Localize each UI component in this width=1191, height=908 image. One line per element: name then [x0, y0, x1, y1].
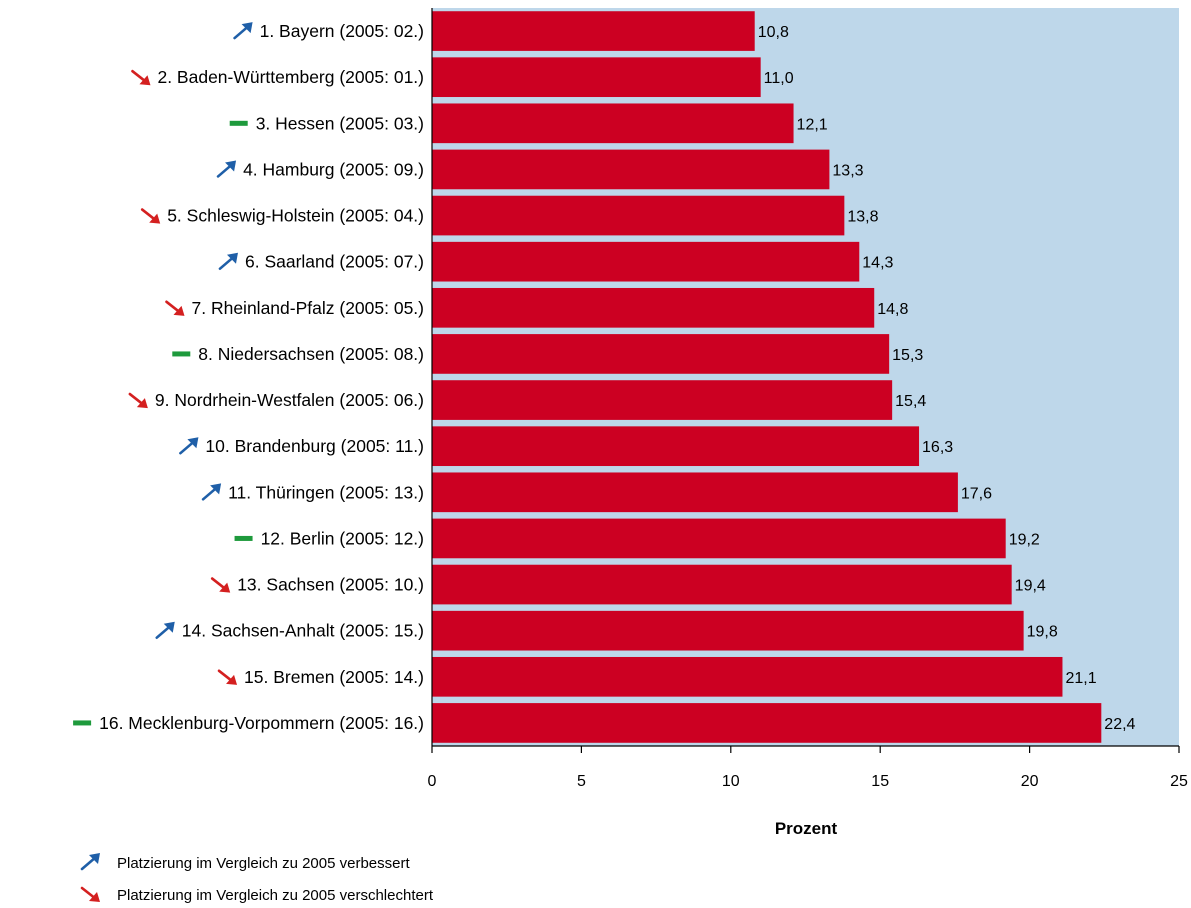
down-arrow-icon	[131, 69, 151, 86]
category-label: 5. Schleswig-Holstein (2005: 04.)	[167, 206, 424, 226]
value-label: 14,8	[877, 301, 908, 318]
category-label: 15. Bremen (2005: 14.)	[244, 667, 424, 687]
category-labels-group: 1. Bayern (2005: 02.) 2. Baden-Württember…	[99, 21, 424, 733]
value-label: 22,4	[1104, 716, 1135, 733]
bar	[432, 610, 1024, 651]
down-arrow-icon	[210, 577, 231, 593]
up-arrow-icon	[218, 252, 238, 270]
category-label: 12. Berlin (2005: 12.)	[261, 528, 424, 548]
x-ticks-group: 0 5 10 15 20 25	[428, 746, 1188, 790]
category-label: 3. Hessen (2005: 03.)	[256, 113, 424, 133]
legend-text: Platzierung im Vergleich zu 2005 verschl…	[117, 887, 434, 904]
unchanged-dash-icon	[172, 351, 191, 357]
value-labels-group: 10,8 11,0 12,1 13,3 13,8 14,3 14,8 15,3 15,4 16,3…	[758, 24, 1136, 733]
up-arrow-icon	[233, 22, 253, 40]
bar	[432, 149, 830, 190]
category-label: 13. Sachsen (2005: 10.)	[237, 575, 424, 595]
bar	[432, 57, 761, 98]
value-label: 15,3	[892, 347, 923, 364]
down-arrow-icon	[165, 300, 185, 316]
up-arrow-icon	[155, 621, 175, 639]
category-label: 6. Saarland (2005: 07.)	[245, 252, 424, 272]
x-tick-label: 15	[871, 773, 889, 790]
value-label: 19,8	[1027, 624, 1058, 641]
value-label: 13,3	[832, 162, 863, 179]
bar	[432, 334, 890, 374]
bar	[432, 472, 958, 513]
bar	[432, 241, 860, 282]
down-arrow-icon	[140, 208, 161, 224]
up-arrow-icon	[216, 160, 237, 178]
value-label: 21,1	[1065, 670, 1096, 687]
category-label: 14. Sachsen-Anhalt (2005: 15.)	[182, 621, 424, 641]
value-label: 14,3	[862, 255, 893, 272]
value-label: 15,4	[895, 393, 926, 410]
value-label: 16,3	[922, 439, 953, 456]
x-tick-label: 20	[1021, 773, 1039, 790]
category-label: 7. Rheinland-Pfalz (2005: 05.)	[192, 298, 425, 318]
bar	[432, 380, 893, 420]
bar	[432, 103, 794, 144]
category-label: 11. Thüringen (2005: 13.)	[228, 482, 424, 502]
category-label: 9. Nordrhein-Westfalen (2005: 06.)	[155, 390, 424, 410]
x-tick-label: 25	[1170, 773, 1188, 790]
category-label: 10. Brandenburg (2005: 11.)	[205, 436, 424, 456]
x-axis-label: Prozent	[775, 819, 838, 838]
bar	[432, 564, 1012, 605]
bar	[432, 518, 1006, 559]
bar	[432, 11, 755, 51]
value-label: 12,1	[797, 116, 828, 133]
up-arrow-icon	[201, 483, 222, 501]
bar	[432, 195, 845, 236]
bar	[432, 703, 1102, 743]
value-label: 10,8	[758, 24, 789, 41]
x-tick-label: 0	[428, 773, 437, 790]
legend-up-arrow-icon	[80, 853, 100, 871]
down-arrow-icon	[128, 392, 148, 409]
bars-group	[432, 11, 1102, 743]
value-label: 19,4	[1015, 578, 1046, 595]
category-label: 2. Baden-Württemberg (2005: 01.)	[157, 67, 424, 87]
bar	[432, 656, 1063, 697]
unchanged-dash-icon	[234, 535, 253, 541]
value-label: 11,0	[764, 70, 794, 87]
trend-icons-group	[73, 22, 253, 726]
category-label: 16. Mecklenburg-Vorpommern (2005: 16.)	[99, 713, 424, 733]
value-label: 13,8	[847, 209, 878, 226]
unchanged-dash-icon	[73, 720, 92, 726]
legend-text: Platzierung im Vergleich zu 2005 verbess…	[117, 855, 410, 872]
up-arrow-icon	[179, 437, 199, 455]
category-label: 1. Bayern (2005: 02.)	[260, 21, 424, 41]
legend-down-arrow-icon	[80, 886, 100, 902]
value-label: 19,2	[1009, 531, 1040, 548]
legend: Platzierung im Vergleich zu 2005 verbess…	[80, 853, 434, 904]
x-tick-label: 10	[722, 773, 740, 790]
category-label: 4. Hamburg (2005: 09.)	[243, 159, 424, 179]
value-label: 17,6	[961, 485, 992, 502]
bar	[432, 426, 920, 467]
x-tick-label: 5	[577, 773, 586, 790]
bar	[432, 287, 875, 328]
down-arrow-icon	[217, 669, 238, 685]
unchanged-dash-icon	[229, 120, 248, 126]
category-label: 8. Niedersachsen (2005: 08.)	[198, 344, 424, 364]
